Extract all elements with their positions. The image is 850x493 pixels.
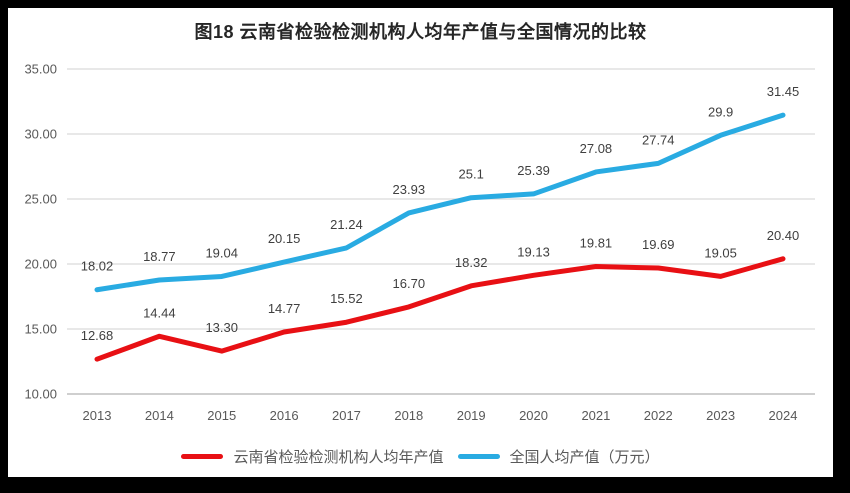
data-label: 25.1	[459, 167, 484, 182]
x-tick-label: 2020	[519, 408, 548, 423]
data-label: 19.04	[205, 245, 238, 260]
y-tick-label: 35.00	[24, 62, 57, 77]
data-label: 20.15	[268, 231, 301, 246]
data-label: 14.77	[268, 301, 301, 316]
data-label: 18.02	[81, 259, 114, 274]
x-tick-label: 2018	[394, 408, 423, 423]
data-label: 19.13	[517, 244, 550, 259]
legend-item-national: 全国人均产值（万元）	[457, 446, 660, 467]
data-label: 19.69	[642, 237, 675, 252]
x-tick-label: 2022	[644, 408, 673, 423]
data-label: 18.77	[143, 249, 176, 264]
x-tick-label: 2024	[769, 408, 798, 423]
data-label: 13.30	[205, 320, 238, 335]
national-series-label: 全国人均产值（万元）	[509, 449, 660, 466]
yunnan-series-label: 云南省检验检测机构人均年产值	[233, 449, 444, 466]
data-label: 25.39	[517, 163, 550, 178]
x-tick-label: 2023	[706, 408, 735, 423]
x-tick-label: 2013	[83, 408, 112, 423]
yunnan-series-swatch	[181, 454, 224, 459]
data-label: 31.45	[767, 84, 800, 99]
x-tick-label: 2014	[145, 408, 174, 423]
y-tick-label: 25.00	[24, 192, 57, 207]
data-label: 27.08	[580, 141, 613, 156]
y-tick-label: 20.00	[24, 257, 57, 272]
x-tick-label: 2015	[207, 408, 236, 423]
data-label: 19.81	[580, 235, 613, 250]
x-tick-label: 2021	[581, 408, 610, 423]
data-label: 29.9	[708, 104, 733, 119]
x-tick-label: 2016	[270, 408, 299, 423]
national-series-swatch	[457, 454, 500, 459]
data-label: 15.52	[330, 291, 363, 306]
data-label: 27.74	[642, 132, 675, 147]
x-tick-label: 2017	[332, 408, 361, 423]
y-tick-label: 10.00	[24, 387, 57, 402]
data-label: 16.70	[393, 276, 426, 291]
data-label: 23.93	[393, 182, 426, 197]
legend-item-yunnan: 云南省检验检测机构人均年产值	[181, 446, 444, 467]
y-tick-label: 30.00	[24, 127, 57, 142]
legend: 云南省检验检测机构人均年产值 全国人均产值（万元）	[8, 446, 833, 467]
data-label: 19.05	[704, 245, 737, 260]
yunnan-series-line	[94, 256, 786, 362]
national-series-line	[94, 112, 786, 293]
chart-title: 图18 云南省检验检测机构人均年产值与全国情况的比较	[194, 22, 647, 42]
y-tick-label: 15.00	[24, 322, 57, 337]
data-label: 18.32	[455, 255, 488, 270]
data-label: 14.44	[143, 305, 176, 320]
x-tick-label: 2019	[457, 408, 486, 423]
chart-panel: 图18 云南省检验检测机构人均年产值与全国情况的比较 云南省检验检测机构人均年产…	[8, 8, 833, 477]
data-label: 12.68	[81, 328, 114, 343]
data-label: 20.40	[767, 228, 800, 243]
data-label: 21.24	[330, 217, 363, 232]
